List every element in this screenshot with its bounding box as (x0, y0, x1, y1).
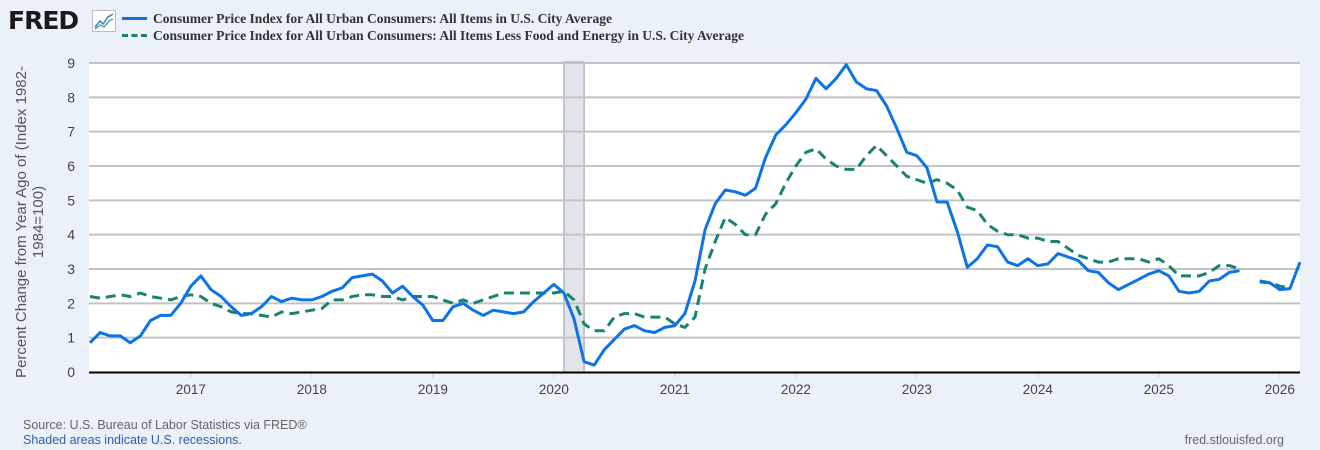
legend-label: Consumer Price Index for All Urban Consu… (153, 11, 612, 26)
x-tick-label: 2024 (1023, 382, 1054, 397)
y-tick-label: 5 (67, 192, 75, 208)
legend-swatch-solid (122, 17, 147, 20)
fred-url[interactable]: fred.stlouisfed.org (1184, 433, 1284, 447)
y-tick-label: 7 (67, 124, 75, 140)
recession-shading (563, 61, 585, 373)
x-tick-label: 2018 (297, 382, 327, 397)
x-tick-label: 2022 (781, 382, 811, 397)
legend-item-cpi[interactable]: Consumer Price Index for All Urban Consu… (122, 10, 744, 27)
x-tick-label: 2021 (660, 382, 690, 397)
x-tick-label: 2020 (539, 382, 569, 397)
legend-swatch-dashed (122, 34, 147, 37)
y-tick-label: 8 (67, 89, 75, 105)
x-tick-label: 2026 (1265, 382, 1295, 397)
x-tick-label: 2019 (418, 382, 448, 397)
x-tick-label: 2017 (176, 382, 206, 397)
y-tick-label: 0 (67, 364, 75, 380)
line-chart-icon (92, 10, 116, 32)
fred-logo[interactable]: FRED (8, 6, 79, 35)
recessions-note-link[interactable]: Shaded areas indicate U.S. recessions. (23, 433, 242, 447)
y-tick-label: 4 (67, 227, 75, 243)
legend-label: Consumer Price Index for All Urban Consu… (153, 28, 745, 43)
plot-area (89, 62, 1300, 372)
x-tick-label: 2025 (1144, 382, 1174, 397)
legend: Consumer Price Index for All Urban Consu… (122, 10, 744, 44)
y-tick-label: 1 (67, 330, 75, 346)
y-tick-label: 6 (67, 158, 75, 174)
y-tick-label: 2 (67, 295, 75, 311)
source-note: Source: U.S. Bureau of Labor Statistics … (23, 418, 307, 432)
series-line-cpi (88, 63, 1302, 367)
x-tick-label: 2023 (902, 382, 932, 397)
y-tick-label: 9 (67, 55, 75, 71)
y-tick-label: 3 (67, 261, 75, 277)
legend-item-core-cpi[interactable]: Consumer Price Index for All Urban Consu… (122, 27, 744, 44)
